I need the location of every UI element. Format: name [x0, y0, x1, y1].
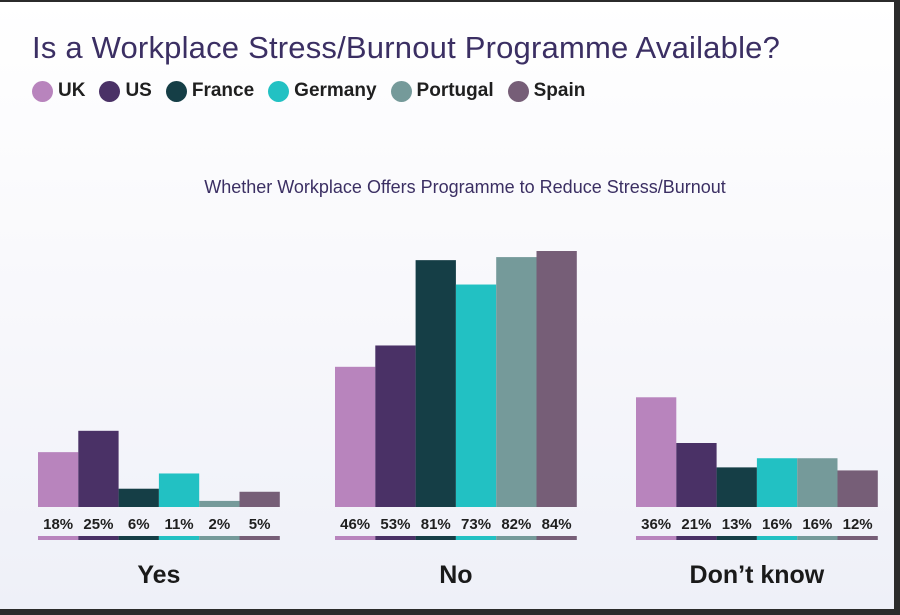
- bar-no-germany: [455, 284, 497, 507]
- data-label-yes-us: 25%: [83, 516, 113, 533]
- category-label-no: No: [439, 561, 472, 589]
- legend-swatch-germany: [268, 80, 290, 102]
- data-label-don-t-know-germany: 16%: [762, 516, 792, 533]
- bar-no-spain: [536, 251, 577, 507]
- underline-no-portugal: [496, 536, 537, 540]
- bar-don-t-know-spain: [837, 470, 878, 507]
- data-label-no-spain: 84%: [542, 516, 572, 533]
- underline-yes-spain: [239, 536, 280, 540]
- chart-subtitle: Whether Workplace Offers Programme to Re…: [204, 177, 726, 197]
- data-label-no-us: 53%: [380, 516, 410, 533]
- data-label-don-t-know-us: 21%: [681, 516, 711, 533]
- legend-swatch-spain: [507, 80, 529, 102]
- bar-don-t-know-portugal: [797, 458, 838, 507]
- legend-swatch-portugal: [390, 80, 412, 102]
- data-label-don-t-know-uk: 36%: [641, 516, 671, 533]
- data-label-no-france: 81%: [421, 516, 451, 533]
- legend-item-us: US: [99, 80, 152, 102]
- bar-no-france: [415, 260, 456, 507]
- data-label-don-t-know-portugal: 16%: [802, 516, 832, 533]
- legend-item-portugal: Portugal: [390, 80, 494, 102]
- legend-swatch-uk: [32, 80, 53, 102]
- underline-no-us: [375, 536, 416, 540]
- underline-don-t-know-france: [716, 536, 757, 540]
- underline-don-t-know-germany: [756, 536, 798, 540]
- legend-label-us: US: [125, 80, 152, 101]
- legend-item-france: France: [165, 80, 255, 102]
- bar-yes-spain: [239, 491, 280, 507]
- data-label-don-t-know-france: 13%: [722, 516, 752, 533]
- bar-don-t-know-france: [716, 467, 757, 507]
- legend-item-spain: Spain: [507, 80, 586, 102]
- bar-yes-germany: [158, 473, 200, 507]
- data-label-yes-france: 6%: [128, 516, 150, 533]
- legend-swatch-france: [165, 80, 187, 102]
- legend: UK US France Germany Portugal Spain: [32, 80, 599, 102]
- underline-no-germany: [455, 536, 497, 540]
- bar-yes-uk: [38, 452, 79, 507]
- data-label-no-portugal: 82%: [501, 516, 531, 533]
- data-label-yes-germany: 11%: [164, 516, 193, 533]
- underline-no-spain: [536, 536, 577, 540]
- legend-label-spain: Spain: [533, 80, 586, 101]
- underline-no-uk: [335, 536, 376, 540]
- legend-swatch-us: [99, 80, 121, 102]
- legend-label-uk: UK: [58, 80, 86, 101]
- bar-no-portugal: [496, 257, 537, 507]
- underline-yes-germany: [158, 536, 200, 540]
- underline-don-t-know-uk: [636, 536, 677, 540]
- bar-no-uk: [335, 366, 376, 507]
- category-label-don-t-know: Don’t know: [690, 561, 825, 589]
- underline-don-t-know-portugal: [797, 536, 838, 540]
- legend-item-uk: UK: [32, 80, 85, 102]
- underline-no-france: [415, 536, 456, 540]
- bar-yes-us: [78, 430, 119, 507]
- data-label-don-t-know-spain: 12%: [843, 516, 873, 533]
- underline-yes-portugal: [199, 536, 240, 540]
- underline-yes-us: [78, 536, 119, 540]
- data-label-yes-portugal: 2%: [209, 516, 231, 533]
- legend-label-portugal: Portugal: [416, 80, 494, 101]
- underline-don-t-know-spain: [837, 536, 878, 540]
- data-label-no-germany: 73%: [461, 516, 491, 533]
- category-label-yes: Yes: [137, 561, 180, 589]
- bar-don-t-know-germany: [756, 458, 798, 507]
- bar-don-t-know-uk: [636, 397, 677, 507]
- bar-yes-france: [118, 488, 159, 507]
- legend-label-germany: Germany: [294, 80, 377, 101]
- bar-no-us: [375, 345, 416, 507]
- data-label-yes-uk: 18%: [43, 516, 73, 533]
- bar-don-t-know-us: [676, 443, 717, 507]
- bar-yes-portugal: [199, 500, 240, 507]
- data-label-yes-spain: 5%: [249, 516, 271, 533]
- legend-label-france: France: [191, 80, 255, 101]
- legend-item-germany: Germany: [268, 80, 377, 102]
- underline-yes-france: [118, 536, 159, 540]
- data-label-no-uk: 46%: [340, 516, 370, 533]
- underline-don-t-know-us: [676, 536, 717, 540]
- page-title: Is a Workplace Stress/Burnout Programme …: [32, 30, 781, 65]
- underline-yes-uk: [38, 536, 79, 540]
